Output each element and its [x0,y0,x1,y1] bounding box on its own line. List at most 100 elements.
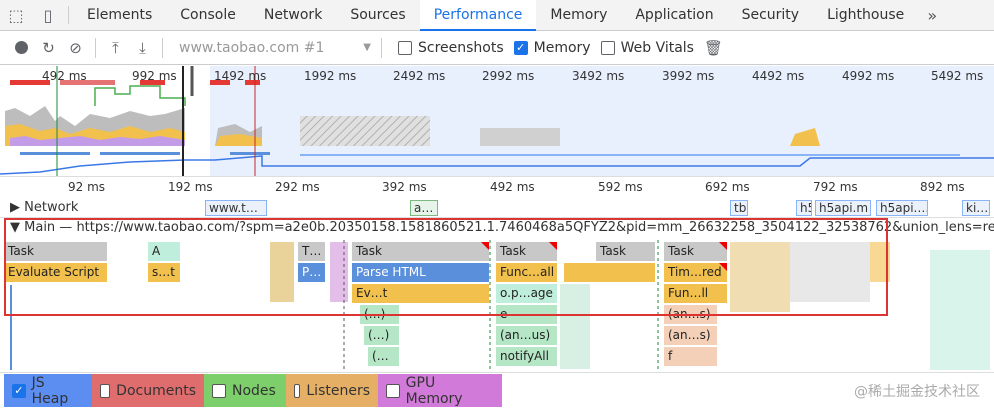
ruler-tick: 892 ms [920,180,965,194]
checkbox-unchecked-icon [100,383,111,398]
reload-profile-button[interactable]: ↻ [35,34,62,61]
network-request[interactable]: ki… [962,200,990,216]
toolbar-divider [381,37,382,58]
web-vitals-checkbox[interactable]: Web Vitals [600,39,694,56]
flame-task[interactable]: A [148,242,181,261]
checkbox-checked-icon: ✓ [513,40,528,55]
main-thread-title: Main — https://www.taobao.com/?spm=a2e0b… [24,220,994,235]
flame-event[interactable]: (an…us) [496,326,558,345]
overview-tick: 5492 ms [931,69,984,83]
web-vitals-label: Web Vitals [620,39,694,56]
network-request[interactable]: tb [730,200,748,216]
flame-event[interactable]: Evaluate Script [4,263,108,282]
flame-event[interactable]: (an…s) [664,305,718,324]
gpu-memory-label: GPU Memory [405,374,463,407]
flame-task[interactable]: Task [352,242,490,261]
flame-event[interactable]: Ev…t [352,284,490,303]
flamechart-ruler: 92 ms 192 ms 292 ms 392 ms 492 ms 592 ms… [0,176,994,198]
network-request[interactable]: h5api.… [876,200,928,216]
tab-memory[interactable]: Memory [550,7,608,23]
flame-event[interactable]: s…t [148,263,181,282]
tab-console[interactable]: Console [180,7,236,23]
load-profile-button[interactable]: ⤒ [102,34,129,61]
watermark: @稀土掘金技术社区 [854,384,980,400]
toolbar-divider [162,37,163,58]
flame-task[interactable]: T… [298,242,326,261]
checkbox-unchecked-icon [212,383,226,398]
overview-graph [0,66,994,176]
download-icon: ⤓ [139,38,146,57]
flame-event[interactable]: Fun…ll [664,284,728,303]
ruler-tick: 392 ms [382,180,427,194]
tab-lighthouse[interactable]: Lighthouse [827,7,905,23]
profile-select[interactable]: www.taobao.com #1 ▼ [175,37,375,59]
flame-event[interactable]: notifyAll [496,347,558,366]
listeners-label: Listeners [306,382,370,399]
documents-label: Documents [116,382,196,399]
tab-security[interactable]: Security [741,7,800,23]
overview-tick: 2992 ms [482,69,535,83]
network-request[interactable]: h5 [796,200,812,216]
save-profile-button[interactable]: ⤓ [129,34,156,61]
toolbar-divider [95,37,96,58]
record-button[interactable] [8,34,35,61]
flame-event[interactable]: (…) [360,305,400,324]
tab-network[interactable]: Network [263,7,323,23]
overview-tick: 992 ms [132,69,177,83]
screenshots-checkbox[interactable]: Screenshots [398,40,504,56]
timeline-overview[interactable]: 492 ms 992 ms 1492 ms 1992 ms 2492 ms 29… [0,66,994,176]
network-track[interactable]: ▶ Network www.t… a… tb h5 h5api.m h5api.… [0,198,994,218]
screenshots-label: Screenshots [418,39,504,56]
main-thread-header[interactable]: ▼ Main — https://www.taobao.com/?spm=a2e… [0,220,994,240]
flame-task[interactable]: Task [4,242,108,261]
network-request[interactable]: a… [410,200,438,216]
ruler-tick: 692 ms [705,180,750,194]
flame-event[interactable]: (… [368,347,400,366]
network-request[interactable]: www.t… [205,200,267,216]
flame-event[interactable]: P… [298,263,326,282]
flame-event[interactable]: (an…s) [664,326,718,345]
listeners-toggle[interactable]: Listeners [286,374,378,407]
js-heap-toggle[interactable]: ✓ JS Heap [4,374,92,407]
triangle-down-icon: ▼ [10,220,20,235]
network-track-label[interactable]: ▶ Network [10,200,79,215]
gpu-memory-toggle[interactable]: GPU Memory [378,374,502,407]
reload-icon: ↻ [42,38,55,57]
flame-event[interactable]: f [664,347,718,366]
tab-elements[interactable]: Elements [87,7,153,23]
double-chevron-right-icon[interactable]: » [927,5,938,25]
overview-tick: 2492 ms [393,69,446,83]
overview-tick: 492 ms [42,69,87,83]
js-heap-label: JS Heap [31,374,69,407]
flame-event[interactable]: Parse HTML [352,263,490,282]
flame-event[interactable]: Func…all [496,263,558,282]
memory-checkbox[interactable]: ✓ Memory [513,39,591,56]
flame-event[interactable]: (…) [364,326,400,345]
tab-sources[interactable]: Sources [350,7,406,23]
documents-toggle[interactable]: Documents [92,374,204,407]
device-toolbar-icon[interactable]: ▯ [43,5,53,25]
tab-application[interactable]: Application [635,7,714,23]
flame-event[interactable] [564,263,656,282]
clear-button[interactable]: ⊘ [62,34,89,61]
flame-event[interactable]: Tim…red [664,263,728,282]
flame-task[interactable]: Task [596,242,656,261]
checkbox-unchecked-icon [398,40,412,55]
ruler-tick: 92 ms [68,180,106,194]
memory-label: Memory [533,39,591,56]
main-flame-chart[interactable]: Task A T… Task Task Task Task Evaluate S… [0,240,994,372]
performance-toolbar: ↻ ⊘ ⤒ ⤓ www.taobao.com #1 ▼ Screenshots … [0,31,994,65]
flame-task[interactable]: Task [496,242,558,261]
clear-icon: ⊘ [69,38,82,57]
collect-garbage-button[interactable]: 🗑 [700,34,727,61]
network-request[interactable]: h5api.m [815,200,871,216]
flame-task[interactable]: Task [664,242,728,261]
flame-event[interactable]: e [496,305,558,324]
memory-counters-legend: ✓ JS Heap Documents Nodes Listeners GPU … [0,372,994,409]
upload-icon: ⤒ [112,38,119,57]
overview-tick: 1992 ms [304,69,357,83]
inspect-element-icon[interactable]: ⬚ [8,5,24,25]
nodes-toggle[interactable]: Nodes [204,374,286,407]
tab-performance[interactable]: Performance [419,0,537,31]
flame-event[interactable]: o.p…age [496,284,558,303]
